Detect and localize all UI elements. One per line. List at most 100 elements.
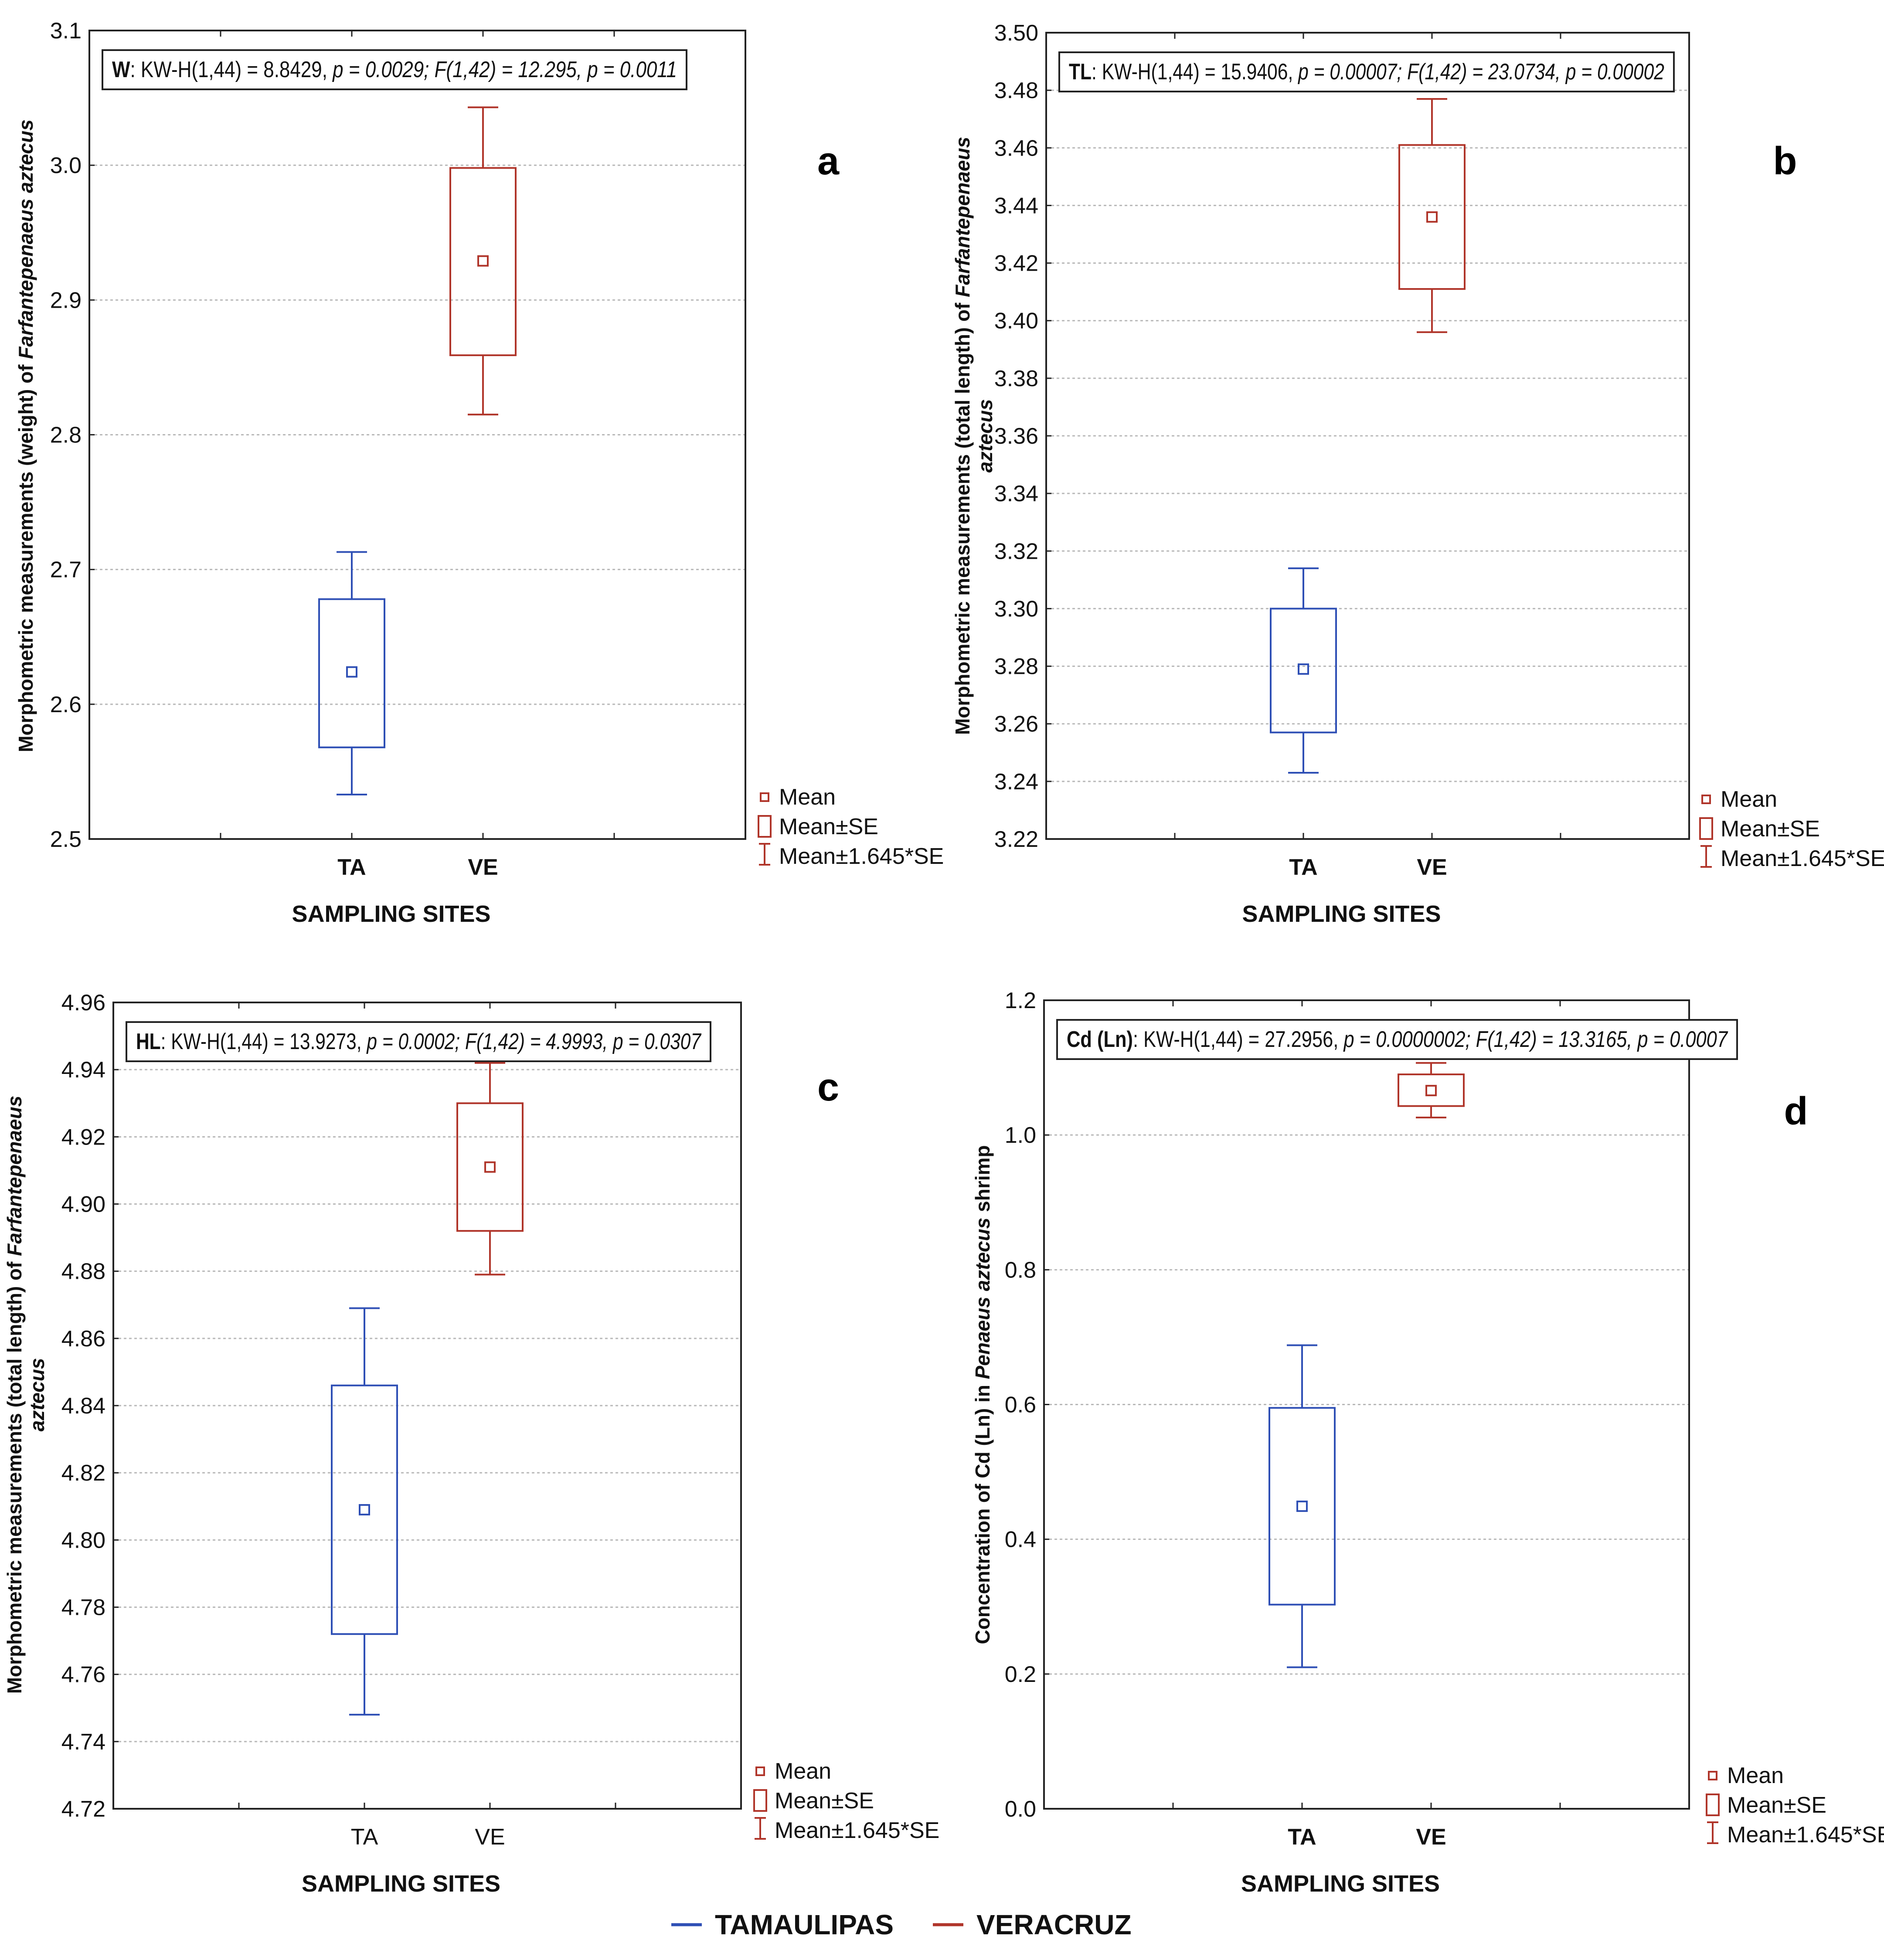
stat-text: Cd (Ln): KW-H(1,44) = 27.2956, p = 0.000…	[1067, 1027, 1728, 1052]
y-tick-label: 0.8	[1005, 1257, 1036, 1283]
box-ve	[1398, 98, 1466, 333]
stat-legend: Mean Mean±SE Mean±1.645*SE	[1706, 1763, 1884, 1848]
y-tick-label: 3.24	[994, 769, 1038, 795]
x-category-label: TA	[337, 855, 366, 880]
panel-b: 3.22 3.24 3.26 3.28 3.30 3.32 3.34 3.36 3.38 3.40…	[951, 20, 1884, 927]
panel-d: 0.0 0.2 0.4 0.6 0.8 1.0 1.2 TA VE SAMPLING SITES C…	[971, 988, 1884, 1897]
legend-ci-label: Mean±1.645*SE	[775, 1818, 939, 1843]
panel-a: 2.5 2.6 2.7 2.8 2.9 3.0 3.1 TA VE SAMPLING SITES M…	[14, 18, 944, 927]
tamaulipas-legend-label: TAMAULIPAS	[715, 1909, 894, 1940]
y-tick-label: 2.5	[50, 827, 82, 852]
stat-legend: Mean Mean±SE Mean±1.645*SE	[1699, 787, 1884, 871]
y-tick-label: 3.1	[50, 18, 82, 44]
y-tick-label: 0.6	[1005, 1393, 1036, 1418]
y-axis-label: Morphometric measurements (weight) of Fa…	[14, 119, 37, 752]
legend-ci-label: Mean±1.645*SE	[1721, 846, 1884, 871]
legend-mean-marker	[755, 1766, 765, 1776]
x-axis-label: SAMPLING SITES	[302, 1871, 500, 1897]
se-box	[456, 1102, 524, 1232]
stat-legend: Mean Mean±SE Mean±1.645*SE	[758, 785, 944, 869]
y-axis-label: Concentration of Cd (Ln) in Penaeus azte…	[971, 1145, 994, 1644]
legend-ci-label: Mean±1.645*SE	[779, 844, 944, 869]
x-category-label: VE	[475, 1824, 505, 1850]
y-tick-label: 3.22	[994, 827, 1038, 852]
stat-text: W: KW-H(1,44) = 8.8429, p = 0.0029; F(1,…	[112, 57, 677, 82]
mean-marker	[359, 1504, 370, 1515]
mean-marker	[1426, 211, 1438, 223]
box-ta	[318, 551, 385, 795]
y-tick-label: 0.4	[1005, 1527, 1036, 1552]
y-tick-label: 4.86	[61, 1326, 105, 1352]
y-tick-label: 3.28	[994, 654, 1038, 679]
se-box	[1270, 608, 1337, 734]
legend-mean-label: Mean	[1721, 787, 1777, 812]
x-category-label: TA	[1289, 855, 1317, 880]
x-category-label: VE	[1416, 1824, 1446, 1850]
se-box	[1268, 1407, 1336, 1606]
legend-mean-marker	[760, 792, 769, 802]
y-tick-label: 2.9	[50, 288, 82, 313]
y-tick-label: 1.0	[1005, 1123, 1036, 1148]
box-ve	[1398, 1062, 1465, 1118]
legend-se-box	[1706, 1794, 1720, 1816]
legend-ci-label: Mean±1.645*SE	[1727, 1822, 1884, 1848]
box-ta	[331, 1307, 398, 1716]
legend-mean-label: Mean	[775, 1759, 831, 1784]
y-tick-label: 4.88	[61, 1259, 105, 1284]
y-tick-label: 2.6	[50, 692, 82, 717]
legend-mean-marker	[1701, 795, 1711, 804]
series-legend: TAMAULIPAS VERACRUZ	[671, 1909, 1132, 1940]
y-tick-label: 3.40	[994, 309, 1038, 334]
y-tick-label: 4.92	[61, 1124, 105, 1150]
y-tick-label: 3.32	[994, 539, 1038, 564]
se-box	[331, 1384, 398, 1635]
legend-se-label: Mean±SE	[1727, 1793, 1826, 1818]
stat-text: TL: KW-H(1,44) = 15.9406, p = 0.00007; F…	[1069, 59, 1664, 85]
legend-se-label: Mean±SE	[775, 1788, 874, 1814]
x-category-label: TA	[351, 1824, 378, 1850]
panel-c: 4.72 4.74 4.76 4.78 4.80 4.82 4.84 4.86 4.88 4.90…	[3, 990, 939, 1897]
y-tick-label: 4.72	[61, 1797, 105, 1822]
y-tick-label: 4.80	[61, 1528, 105, 1553]
stat-box	[1056, 1019, 1738, 1060]
panel-letter: c	[817, 1066, 839, 1109]
y-tick-label: 3.30	[994, 596, 1038, 622]
box-ve	[456, 1062, 524, 1276]
y-tick-label: 3.0	[50, 153, 82, 178]
legend-se-box	[753, 1789, 767, 1812]
y-tick-label: 4.90	[61, 1192, 105, 1217]
stat-box	[126, 1021, 711, 1062]
mean-marker	[484, 1161, 496, 1173]
legend-mean-label: Mean	[1727, 1763, 1784, 1788]
y-tick-label: 3.42	[994, 251, 1038, 276]
y-tick-label: 1.2	[1005, 988, 1036, 1013]
box-ta	[1270, 567, 1337, 774]
legend-mean-marker	[1708, 1771, 1717, 1780]
y-axis-label: Morphometric measurements (total length)…	[3, 1096, 48, 1694]
x-axis-label: SAMPLING SITES	[1242, 901, 1441, 927]
mean-marker	[1296, 1500, 1308, 1512]
y-tick-label: 4.94	[61, 1057, 105, 1083]
y-tick-label: 4.82	[61, 1461, 105, 1486]
panels: 2.5 2.6 2.7 2.8 2.9 3.0 3.1 TA VE SAMPLING SITES M…	[3, 18, 1884, 1897]
panel-letter: d	[1784, 1090, 1808, 1133]
x-category-label: VE	[468, 855, 498, 880]
y-tick-label: 2.7	[50, 557, 82, 583]
y-tick-label: 3.44	[994, 193, 1038, 218]
y-tick-label: 3.38	[994, 366, 1038, 391]
y-tick-label: 3.36	[994, 424, 1038, 449]
se-box	[449, 167, 517, 357]
se-box	[318, 598, 385, 748]
y-tick-label: 4.74	[61, 1729, 105, 1755]
legend-mean-label: Mean	[779, 785, 836, 810]
y-tick-label: 4.96	[61, 990, 105, 1016]
y-tick-label: 4.84	[61, 1393, 105, 1419]
stat-legend: Mean Mean±SE Mean±1.645*SE	[753, 1759, 939, 1843]
panel-letter: b	[1773, 139, 1797, 183]
legend-se-label: Mean±SE	[1721, 816, 1820, 842]
stat-box	[1058, 51, 1675, 92]
y-tick-label: 3.46	[994, 136, 1038, 161]
y-tick-label: 3.34	[994, 481, 1038, 506]
legend-se-label: Mean±SE	[779, 814, 878, 839]
